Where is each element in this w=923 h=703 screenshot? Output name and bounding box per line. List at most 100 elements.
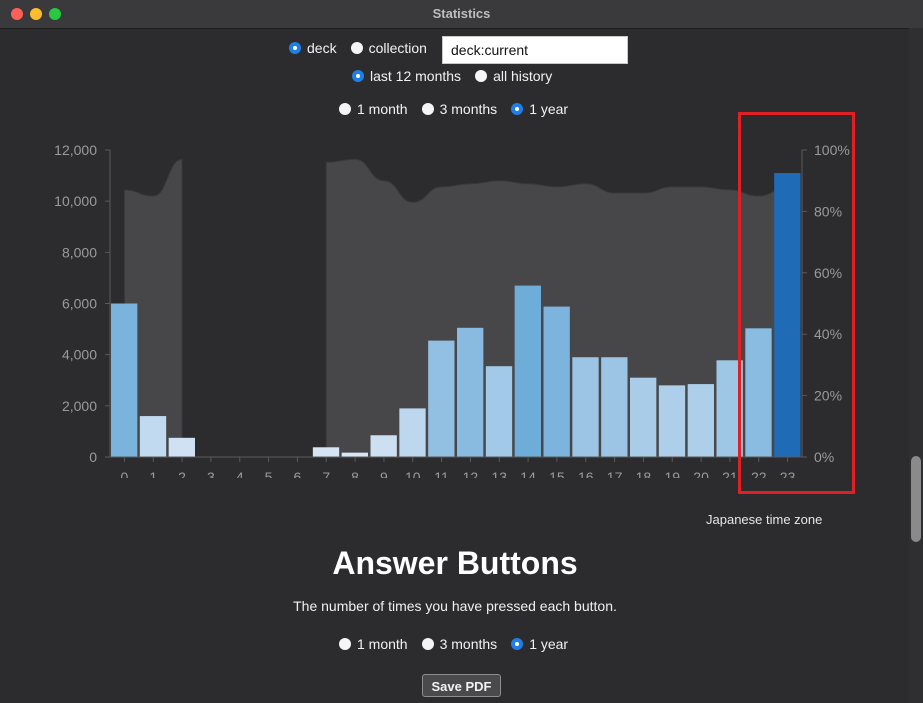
- scope-option-collection[interactable]: collection: [350, 40, 427, 56]
- answer-range-3-months[interactable]: 3 months: [421, 636, 498, 652]
- hour-bar-16: [572, 357, 599, 457]
- hourly-range-radio-group: 1 month 3 months 1 year: [339, 101, 582, 117]
- radio-button-icon[interactable]: [350, 42, 363, 54]
- history-option-last-12-months[interactable]: last 12 months: [352, 68, 461, 84]
- left-y-tick-label-3: 6,000: [62, 296, 97, 312]
- history-radio-group: last 12 months all history: [352, 68, 566, 84]
- maximize-window-button[interactable]: [49, 8, 61, 20]
- title-bar: Statistics: [0, 0, 923, 29]
- hour-bar-23: [774, 173, 801, 457]
- radio-button-icon[interactable]: [352, 70, 364, 82]
- right-y-tick-label-2: 40%: [814, 326, 842, 342]
- hour-bar-1: [139, 416, 167, 457]
- answer-range-1-month-label: 1 month: [357, 636, 408, 652]
- hour-bar-0: [111, 303, 138, 457]
- scope-radio-group: deck collection: [289, 40, 441, 56]
- hourly-range-1-year[interactable]: 1 year: [511, 101, 568, 117]
- x-tick-label-13: 13: [491, 469, 507, 478]
- x-tick-label-22: 22: [751, 469, 767, 478]
- left-y-tick-label-5: 10,000: [54, 193, 97, 209]
- timezone-note: Japanese time zone: [706, 512, 823, 527]
- x-tick-label-5: 5: [265, 469, 273, 478]
- hour-bar-8: [341, 452, 368, 457]
- right-y-tick-label-1: 20%: [814, 388, 842, 404]
- x-tick-label-19: 19: [664, 469, 680, 478]
- right-y-tick-label-4: 80%: [814, 203, 842, 219]
- x-tick-label-7: 7: [322, 469, 330, 478]
- hour-bar-13: [485, 366, 513, 457]
- save-pdf-button[interactable]: Save PDF: [422, 674, 501, 697]
- answer-range-1-month[interactable]: 1 month: [339, 636, 408, 652]
- x-tick-label-21: 21: [722, 469, 738, 478]
- answer-buttons-title: Answer Buttons: [332, 545, 578, 581]
- x-tick-label-17: 17: [607, 469, 623, 478]
- x-tick-label-15: 15: [549, 469, 565, 478]
- hour-bar-20: [687, 384, 714, 457]
- x-tick-label-2: 2: [178, 469, 186, 478]
- left-y-tick-label-0: 0: [89, 449, 97, 465]
- hour-bar-11: [428, 340, 455, 457]
- hourly-range-3-months-label: 3 months: [439, 101, 498, 117]
- x-tick-label-14: 14: [520, 469, 536, 478]
- highlight-annotation-box: [738, 112, 855, 494]
- review-count-bar-layer: [111, 173, 801, 457]
- right-y-tick-label-3: 60%: [814, 265, 842, 281]
- x-tick-label-11: 11: [434, 469, 449, 478]
- answer-range-1-year-label: 1 year: [529, 636, 569, 652]
- hourly-range-1-month[interactable]: 1 month: [339, 101, 408, 117]
- scope-option-deck[interactable]: deck: [289, 40, 337, 56]
- deck-search-input[interactable]: [442, 36, 628, 64]
- hour-bar-2: [168, 437, 195, 457]
- right-y-tick-label-5: 100%: [814, 142, 850, 158]
- x-tick-label-1: 1: [149, 469, 157, 478]
- history-option-all-history[interactable]: all history: [475, 68, 552, 84]
- x-tick-label-8: 8: [351, 469, 359, 478]
- radio-button-icon[interactable]: [289, 42, 301, 54]
- chart-axes: 0 1 2 3 4 5 6 7 8 9 10 11 12 13 14 15 16 17 18 19 20 21 22 2302…: [54, 142, 850, 478]
- hour-bar-7: [312, 447, 340, 457]
- close-window-button[interactable]: [11, 8, 23, 20]
- x-tick-label-20: 20: [693, 469, 709, 478]
- left-y-tick-label-2: 4,000: [62, 347, 97, 363]
- answer-buttons-subtitle: The number of times you have pressed eac…: [293, 598, 617, 614]
- radio-button-icon[interactable]: [339, 103, 351, 115]
- x-tick-label-16: 16: [578, 469, 594, 478]
- hour-bar-15: [543, 306, 570, 457]
- scope-deck-label: deck: [307, 40, 337, 56]
- radio-button-icon[interactable]: [421, 638, 434, 650]
- history-last-12-months-label: last 12 months: [370, 68, 462, 84]
- left-y-tick-label-6: 12,000: [54, 142, 97, 158]
- hour-bar-10: [399, 408, 426, 457]
- answer-range-3-months-label: 3 months: [439, 636, 498, 652]
- x-tick-label-9: 9: [380, 469, 388, 478]
- radio-button-icon[interactable]: [475, 70, 488, 82]
- radio-button-icon[interactable]: [421, 103, 434, 115]
- hour-bar-12: [457, 327, 484, 457]
- hour-bar-19: [658, 385, 686, 457]
- minimize-window-button[interactable]: [30, 8, 42, 20]
- scrollbar-thumb[interactable]: [911, 456, 921, 542]
- x-tick-label-12: 12: [463, 469, 479, 478]
- left-y-tick-label-1: 2,000: [62, 398, 97, 414]
- hour-bar-22: [745, 328, 772, 457]
- hourly-range-3-months[interactable]: 3 months: [421, 101, 498, 117]
- left-y-tick-label-4: 8,000: [62, 244, 97, 260]
- x-tick-label-18: 18: [636, 469, 652, 478]
- hourly-range-1-month-label: 1 month: [357, 101, 408, 117]
- radio-button-icon[interactable]: [511, 103, 524, 115]
- scrollbar-track[interactable]: [909, 28, 923, 703]
- hourly-range-1-year-label: 1 year: [529, 101, 569, 117]
- radio-button-icon[interactable]: [511, 638, 524, 650]
- history-all-history-label: all history: [493, 68, 553, 84]
- radio-button-icon[interactable]: [339, 638, 351, 650]
- success-rate-area-0: [123, 158, 183, 458]
- x-tick-label-23: 23: [780, 469, 796, 478]
- hour-bar-14: [514, 285, 541, 457]
- window-title: Statistics: [432, 6, 491, 21]
- hour-bar-9: [370, 435, 397, 457]
- x-tick-label-6: 6: [294, 469, 302, 478]
- scope-collection-label: collection: [368, 40, 427, 56]
- hour-bar-18: [630, 377, 657, 457]
- answer-range-1-year[interactable]: 1 year: [511, 636, 568, 652]
- x-tick-label-0: 0: [121, 469, 129, 478]
